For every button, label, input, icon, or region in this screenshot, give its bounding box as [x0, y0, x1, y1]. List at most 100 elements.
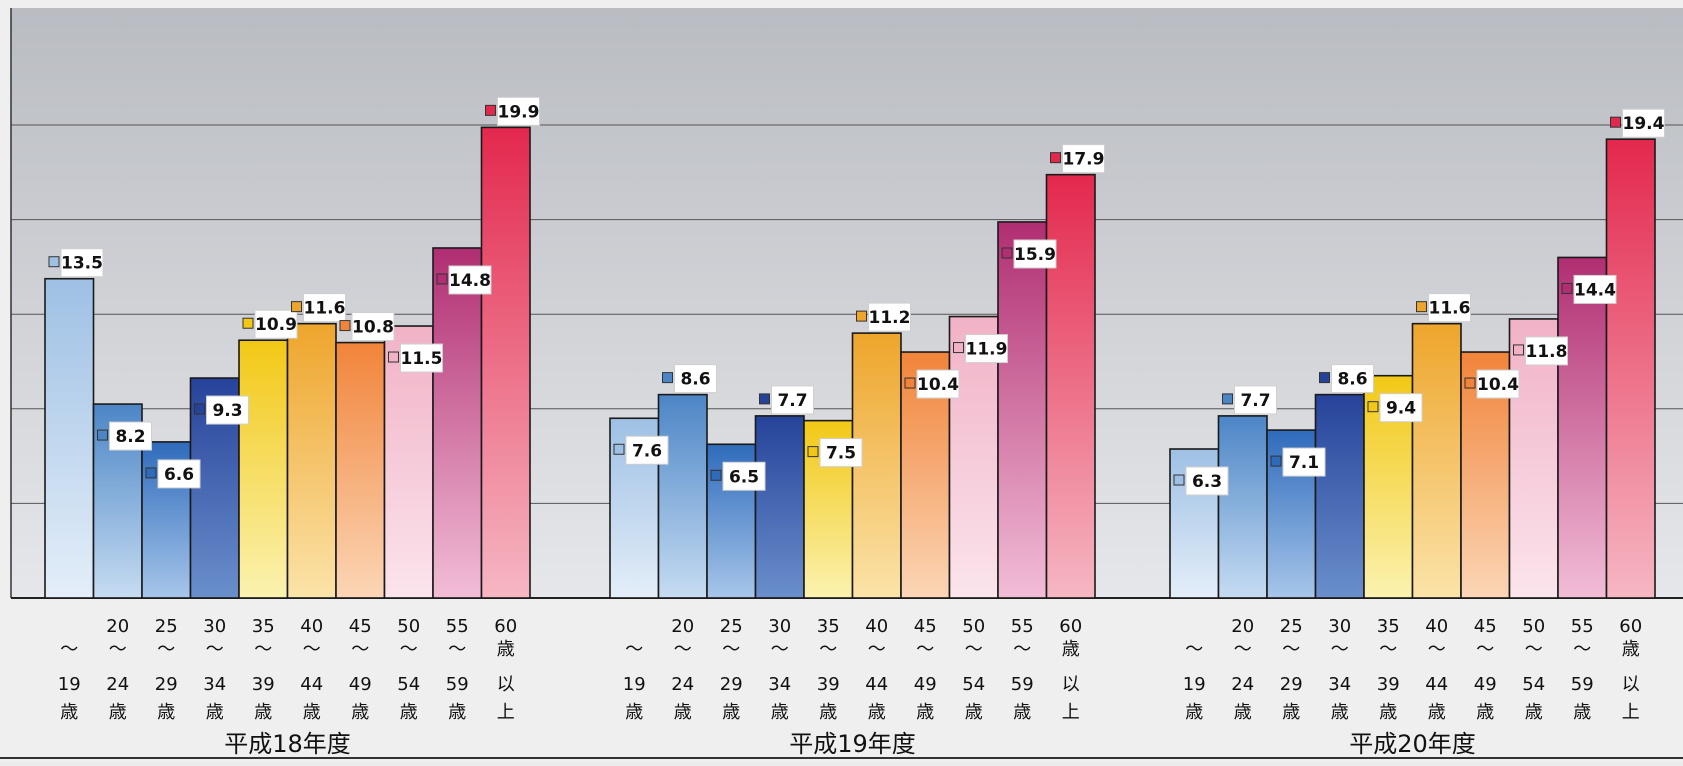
x-tick-label: 49 — [1474, 674, 1497, 695]
x-tick-label: 20 — [671, 616, 694, 637]
legend-key-icon — [1610, 116, 1621, 128]
x-tick-label: 45 — [1474, 616, 1497, 637]
x-tick-label: 〜 — [1282, 639, 1300, 660]
data-label-box — [1234, 385, 1277, 415]
x-tick-label: 19 — [1183, 674, 1206, 695]
x-tick-label: 歳 — [1428, 702, 1446, 723]
x-tick-label: 上 — [497, 702, 515, 723]
legend-key-icon — [1561, 282, 1573, 294]
data-label: 7.5 — [807, 438, 863, 468]
data-label-text: 11.6 — [304, 299, 346, 319]
x-tick-label: 60 — [1059, 616, 1082, 637]
x-tick-label: 49 — [349, 674, 372, 695]
x-tick-label: 54 — [962, 674, 985, 695]
x-tick-label: 54 — [397, 674, 420, 695]
x-tick-label: 〜 — [1185, 639, 1203, 660]
x-tick-label: 〜 — [157, 639, 175, 660]
legend-key-icon — [436, 273, 448, 285]
data-label: 11.5 — [388, 343, 443, 373]
data-label-text: 7.5 — [826, 444, 856, 464]
data-label-box — [1282, 447, 1326, 477]
data-label: 19.4 — [1610, 108, 1665, 138]
x-tick-label: 24 — [671, 674, 694, 695]
x-tick-label: 20 — [106, 616, 129, 637]
data-label-text: 8.2 — [115, 427, 145, 447]
x-tick-label: 19 — [58, 674, 81, 695]
x-tick-label: 歳 — [674, 702, 692, 723]
data-label-text: 14.8 — [449, 271, 491, 291]
data-label: 9.3 — [194, 395, 249, 425]
x-tick-label: 35 — [1377, 616, 1400, 637]
legend-key-icon — [953, 342, 964, 354]
x-tick-label: 歳 — [771, 702, 789, 723]
group-label: 平成18年度 — [224, 730, 351, 758]
x-tick-label: 歳 — [819, 702, 837, 723]
data-label-box — [625, 435, 669, 465]
legend-key-icon — [1050, 152, 1061, 164]
data-label-text: 6.6 — [164, 465, 194, 485]
data-label-text: 19.4 — [1623, 114, 1665, 134]
x-tick-label: 〜 — [625, 639, 643, 660]
x-tick-label: 〜 — [1525, 639, 1543, 660]
bar — [335, 341, 386, 599]
x-tick-label: 歳 — [965, 702, 983, 723]
legend-key-icon — [388, 351, 399, 363]
x-tick-label: 40 — [300, 616, 323, 637]
x-tick-label: 19 — [623, 674, 646, 695]
bar — [1314, 393, 1365, 599]
legend-key-icon — [1513, 344, 1524, 356]
bar — [44, 277, 95, 599]
x-tick-label: 55 — [1571, 616, 1594, 637]
data-label: 14.4 — [1561, 274, 1617, 304]
x-tick-label: 〜 — [351, 639, 369, 660]
data-label-text: 14.4 — [1574, 280, 1616, 300]
x-tick-label: 60 — [494, 616, 517, 637]
x-tick-label: 30 — [203, 616, 226, 637]
data-label-box — [1476, 369, 1520, 399]
data-label-box — [157, 459, 201, 489]
x-tick-label: 〜 — [1234, 639, 1252, 660]
data-label: 15.9 — [1001, 239, 1057, 269]
bar — [997, 221, 1048, 599]
x-tick-label: 55 — [446, 616, 469, 637]
legend-key-icon — [485, 104, 496, 116]
x-tick-label: 歳 — [868, 702, 886, 723]
x-tick-label: 44 — [300, 674, 323, 695]
legend-key-icon — [807, 446, 819, 458]
x-tick-label: 59 — [446, 674, 469, 695]
bar — [657, 393, 708, 599]
data-label-text: 7.7 — [1240, 391, 1270, 411]
x-tick-label: 35 — [252, 616, 275, 637]
data-label-text: 11.8 — [1526, 342, 1568, 362]
legend-key-icon — [242, 317, 254, 329]
x-tick-label: 歳 — [303, 702, 321, 723]
x-tick-label: 〜 — [254, 639, 272, 660]
x-tick-label: 歳 — [722, 702, 740, 723]
bar — [1045, 173, 1096, 599]
data-label-text: 9.4 — [1386, 399, 1416, 419]
data-label: 17.9 — [1050, 144, 1105, 174]
x-tick-label: 〜 — [400, 639, 418, 660]
data-label-box — [400, 343, 443, 373]
bar — [1508, 318, 1559, 599]
data-label-text: 10.4 — [1477, 375, 1519, 395]
x-tick-label: 40 — [865, 616, 888, 637]
x-tick-label: 〜 — [1573, 639, 1591, 660]
x-tick-label: 30 — [768, 616, 791, 637]
x-tick-label: 歳 — [1234, 702, 1252, 723]
x-tick-label: 〜 — [868, 639, 886, 660]
data-label: 10.9 — [242, 309, 298, 339]
x-tick-label: 29 — [720, 674, 743, 695]
x-tick-label: 〜 — [1428, 639, 1446, 660]
data-label-box — [1013, 239, 1057, 269]
legend-key-icon — [339, 320, 351, 332]
x-tick-label: 歳 — [60, 702, 78, 723]
x-tick-label: 歳 — [157, 702, 175, 723]
data-label-box — [819, 438, 863, 468]
data-label: 13.5 — [48, 248, 104, 278]
bar — [238, 339, 289, 599]
x-tick-label: 59 — [1571, 674, 1594, 695]
x-tick-label: 〜 — [109, 639, 127, 660]
x-tick-label: 歳 — [351, 702, 369, 723]
